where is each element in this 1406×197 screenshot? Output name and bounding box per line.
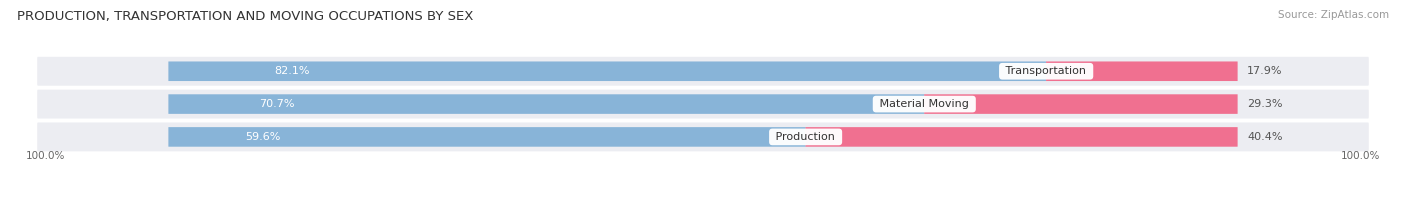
- FancyBboxPatch shape: [1046, 61, 1237, 81]
- FancyBboxPatch shape: [169, 94, 924, 114]
- Text: 29.3%: 29.3%: [1247, 99, 1282, 109]
- FancyBboxPatch shape: [169, 127, 806, 147]
- Text: Production: Production: [772, 132, 839, 142]
- Text: 59.6%: 59.6%: [245, 132, 280, 142]
- FancyBboxPatch shape: [37, 123, 1369, 151]
- Text: 100.0%: 100.0%: [1341, 151, 1381, 161]
- Text: 17.9%: 17.9%: [1247, 66, 1282, 76]
- FancyBboxPatch shape: [37, 57, 1369, 86]
- Text: 40.4%: 40.4%: [1247, 132, 1282, 142]
- FancyBboxPatch shape: [37, 90, 1369, 119]
- FancyBboxPatch shape: [924, 94, 1237, 114]
- Text: 82.1%: 82.1%: [274, 66, 309, 76]
- Text: PRODUCTION, TRANSPORTATION AND MOVING OCCUPATIONS BY SEX: PRODUCTION, TRANSPORTATION AND MOVING OC…: [17, 10, 474, 23]
- Text: Material Moving: Material Moving: [876, 99, 973, 109]
- Text: Source: ZipAtlas.com: Source: ZipAtlas.com: [1278, 10, 1389, 20]
- FancyBboxPatch shape: [169, 61, 1046, 81]
- Text: Transportation: Transportation: [1002, 66, 1090, 76]
- FancyBboxPatch shape: [806, 127, 1237, 147]
- Text: 100.0%: 100.0%: [25, 151, 65, 161]
- Text: 70.7%: 70.7%: [259, 99, 295, 109]
